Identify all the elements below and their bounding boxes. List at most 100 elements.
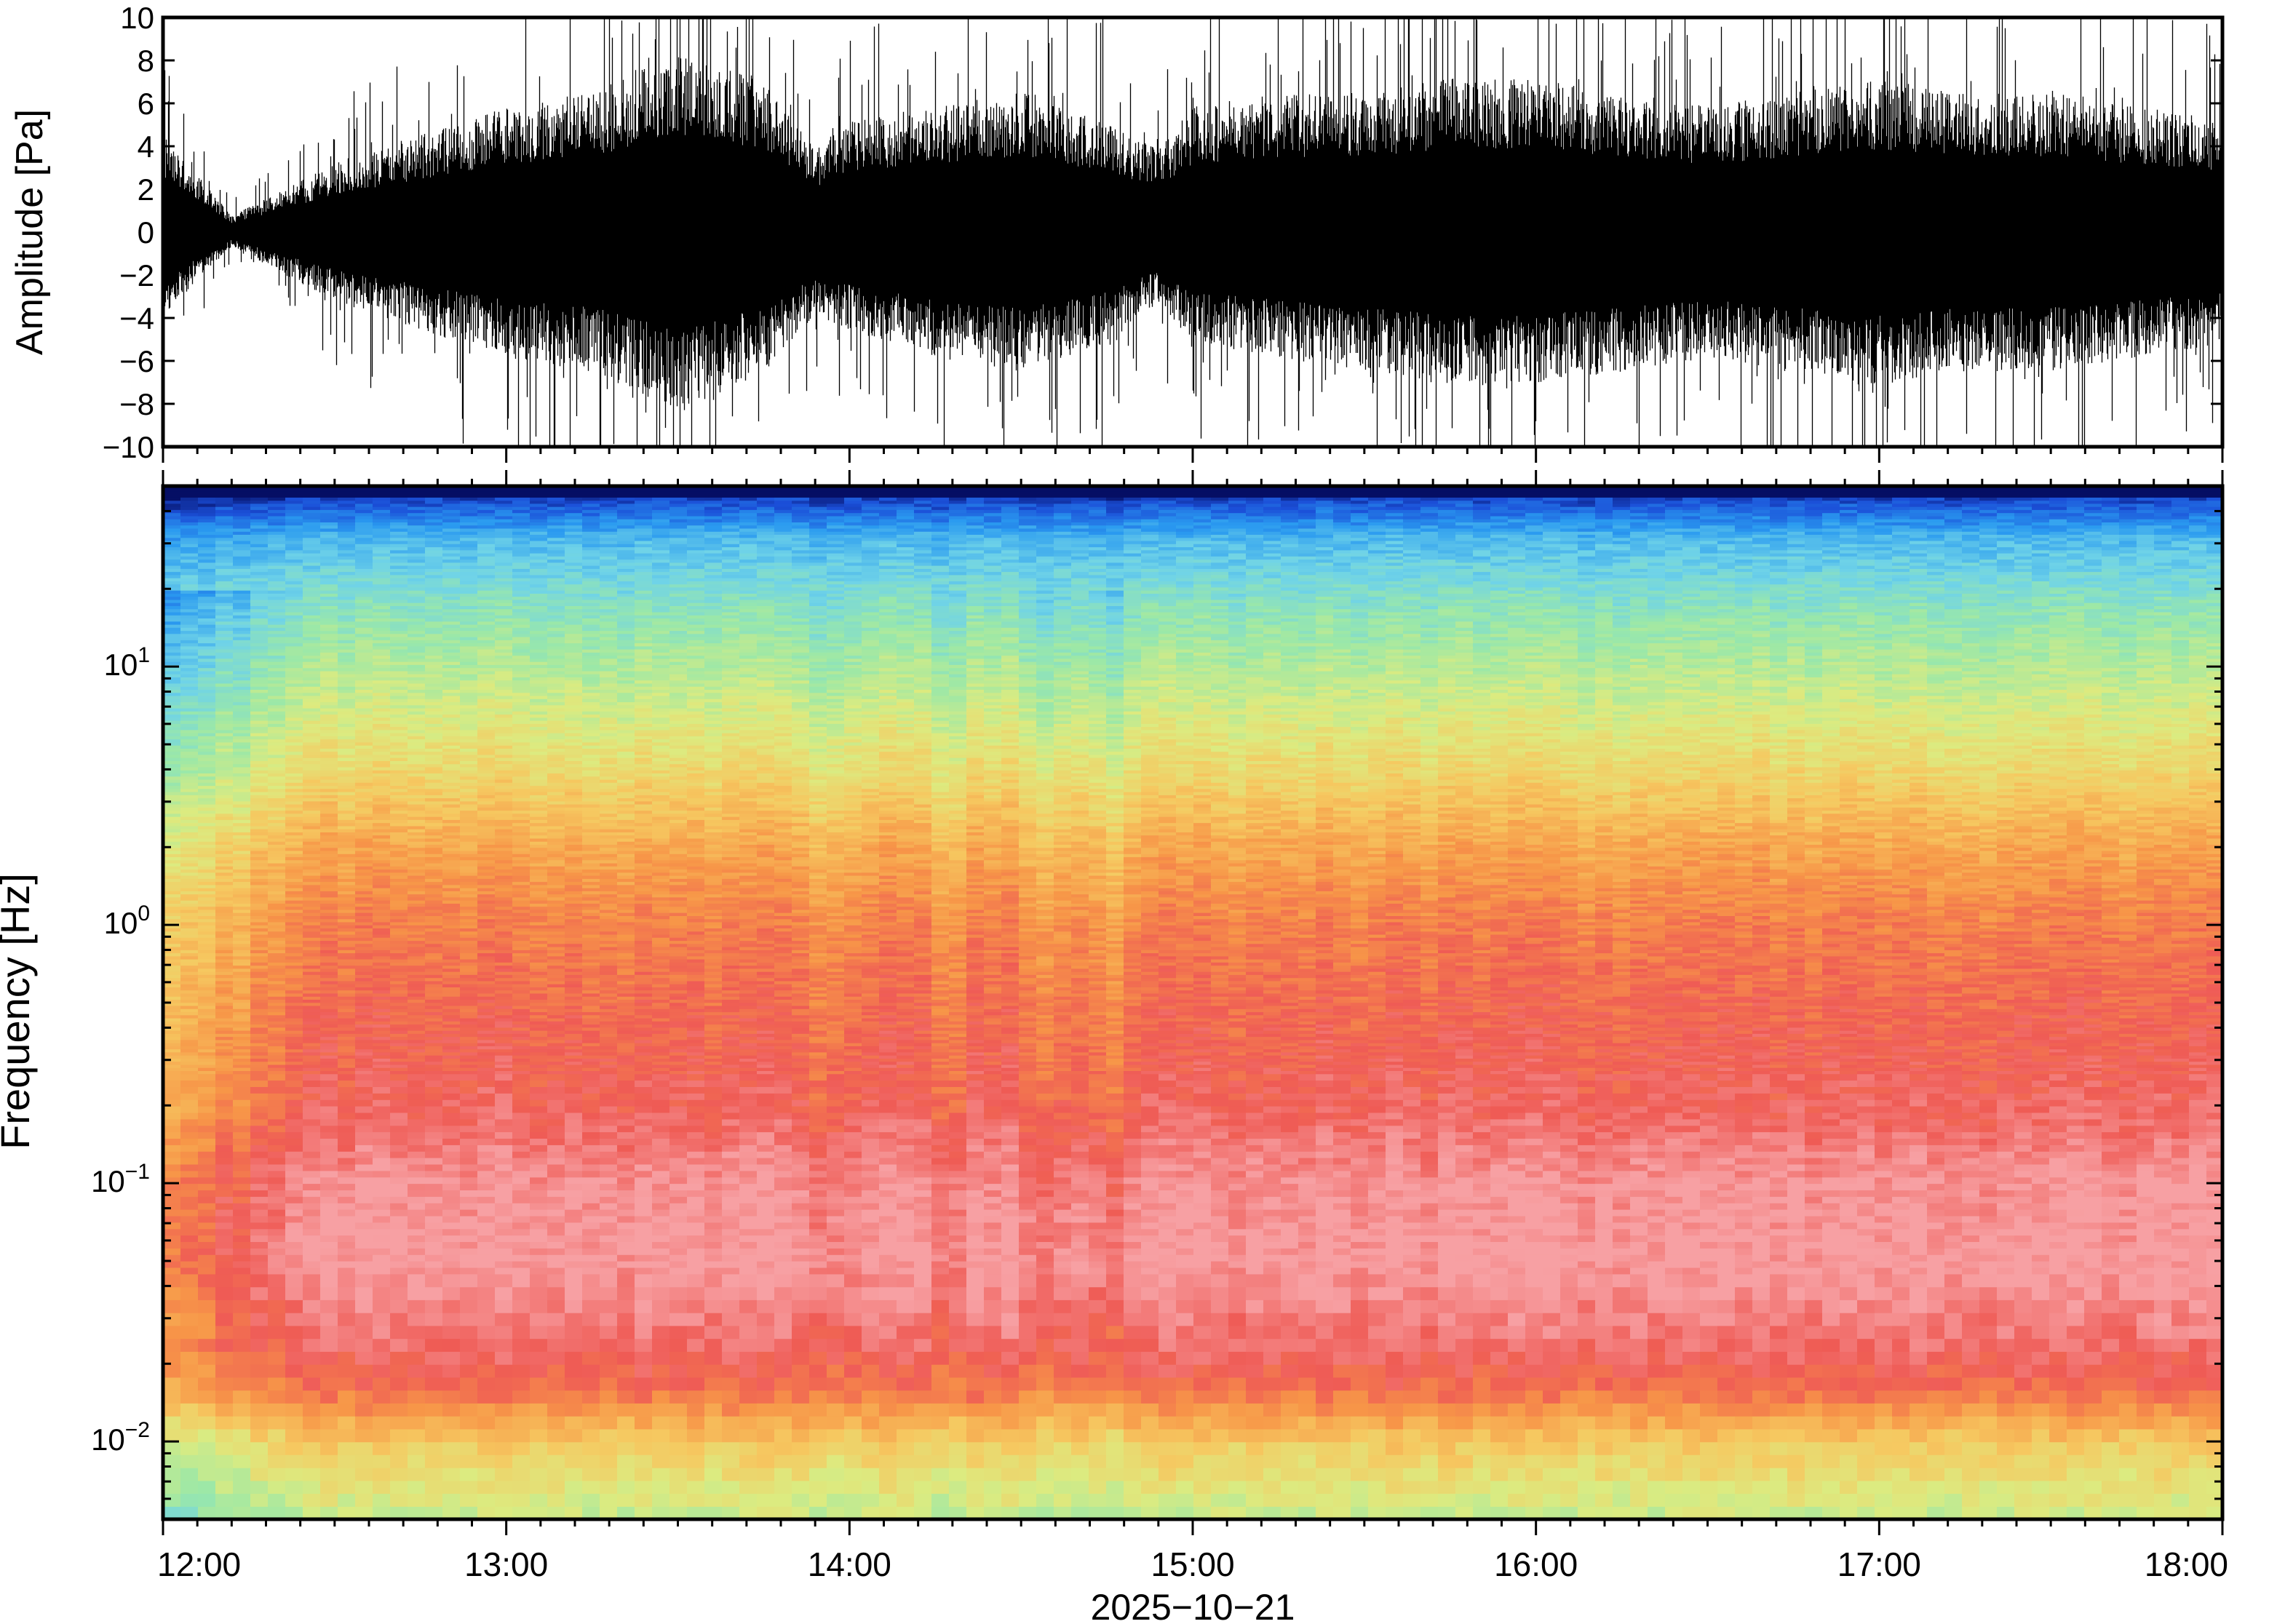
spectrogram-cell xyxy=(215,1024,234,1028)
spectrogram-cell xyxy=(268,1442,286,1455)
spectrogram-cell xyxy=(163,1171,181,1178)
spectrogram-cell xyxy=(320,1351,338,1364)
spectrogram-cell xyxy=(390,649,408,653)
spectrogram-cell xyxy=(408,987,426,990)
spectrogram-cell xyxy=(268,1416,286,1429)
spectrogram-cell xyxy=(163,878,181,882)
spectrogram-cell xyxy=(338,1377,356,1390)
spectrogram-cell xyxy=(198,878,216,882)
spectrogram-cell xyxy=(198,1287,216,1300)
spectrogram-cell xyxy=(285,826,303,829)
spectrogram-cell xyxy=(425,1055,443,1059)
spectrogram-cell xyxy=(408,947,426,950)
spectrogram-cell xyxy=(163,1043,181,1046)
spectrogram-cell xyxy=(215,885,234,888)
spectrogram-cell xyxy=(373,1112,391,1120)
spectrogram-cell xyxy=(425,581,443,584)
spectrogram-cell xyxy=(390,600,408,603)
spectrogram-cell xyxy=(163,838,181,842)
spectrogram-cell xyxy=(408,643,426,647)
spectrogram-cell xyxy=(285,637,303,640)
spectrogram-cell xyxy=(320,733,338,736)
spectrogram-cell xyxy=(408,1099,426,1107)
spectrogram-cell xyxy=(250,974,269,978)
spectrogram-cell xyxy=(180,683,199,687)
spectrogram-cell xyxy=(303,813,321,817)
spectrogram-cell xyxy=(250,981,269,984)
spectrogram-cell xyxy=(373,513,391,517)
spectrogram-cell xyxy=(425,652,443,656)
spectrogram-cell xyxy=(250,742,269,746)
spectrogram-cell xyxy=(268,618,286,621)
spectrogram-cell xyxy=(163,634,181,637)
spectrogram-cell xyxy=(250,497,269,501)
spectrogram-cell xyxy=(425,674,443,677)
spectrogram-cell xyxy=(442,1364,461,1377)
spectrogram-cell xyxy=(268,853,286,857)
spectrogram-cell xyxy=(215,875,234,879)
spectrogram-cell xyxy=(198,572,216,576)
spectrogram-cell xyxy=(180,1021,199,1024)
spectrogram-cell xyxy=(303,885,321,888)
spectrogram-cell xyxy=(460,782,478,786)
spectrogram-cell xyxy=(338,894,356,898)
spectrogram-cell xyxy=(495,826,513,829)
spectrogram-cell xyxy=(338,1030,356,1034)
spectrogram-cell xyxy=(460,680,478,684)
spectrogram-cell xyxy=(198,752,216,755)
spectrogram-cell xyxy=(355,912,373,916)
spectrogram-cell xyxy=(355,1132,373,1139)
spectrogram-cells xyxy=(163,486,2225,1520)
spectrogram-cell xyxy=(198,962,216,966)
spectrogram-cell xyxy=(442,562,461,566)
spectrogram-cell xyxy=(250,1003,269,1006)
spectrogram-cell xyxy=(373,928,391,931)
spectrogram-cell xyxy=(460,1203,478,1210)
spectrogram-cell xyxy=(355,627,373,631)
spectrogram-cell xyxy=(163,556,181,560)
spectrogram-cell xyxy=(425,1287,443,1300)
spectrogram-cell xyxy=(442,1064,461,1068)
spectrogram-cell xyxy=(233,950,251,953)
spectrogram-cell xyxy=(268,1261,286,1268)
spectrogram-cell xyxy=(408,609,426,613)
spectrogram-cell xyxy=(512,1203,531,1210)
spectrogram-cell xyxy=(320,701,338,705)
spectrogram-cell xyxy=(425,612,443,616)
spectrogram-cell xyxy=(495,578,513,581)
spectrogram-cell xyxy=(250,674,269,677)
spectrogram-cell xyxy=(215,897,234,901)
spectrogram-cell xyxy=(180,838,199,842)
spectrogram-cell xyxy=(477,872,496,876)
spectrogram-cell xyxy=(425,680,443,684)
spectrogram-cell xyxy=(512,1037,531,1040)
spectrogram-cell xyxy=(180,652,199,656)
spectrogram-cell xyxy=(233,922,251,926)
spectrogram-cell xyxy=(408,1216,426,1223)
spectrogram-cell xyxy=(512,1093,531,1100)
spectrogram-cell xyxy=(355,907,373,910)
spectrogram-cell xyxy=(495,609,513,613)
spectrogram-cell xyxy=(477,999,496,1003)
spectrogram-cell xyxy=(390,785,408,789)
spectrogram-cell xyxy=(250,637,269,640)
spectrogram-cell xyxy=(250,541,269,544)
spectrogram-cell xyxy=(268,1132,286,1139)
spectrogram-cell xyxy=(338,1454,356,1468)
spectrogram-cell xyxy=(460,730,478,733)
spectrogram-cell xyxy=(373,894,391,898)
spectrogram-cell xyxy=(355,501,373,504)
spectrogram-cell xyxy=(268,922,286,926)
spectrogram-cell xyxy=(495,522,513,525)
spectrogram-cell xyxy=(390,528,408,532)
spectrogram-cell xyxy=(180,646,199,650)
spectrogram-cell xyxy=(233,1442,251,1455)
spectrogram-cell xyxy=(250,609,269,613)
spectrogram-cell xyxy=(268,987,286,990)
spectrogram-cell xyxy=(338,689,356,693)
spectrogram-cell xyxy=(320,1171,338,1178)
spectrogram-cell xyxy=(250,1011,269,1015)
spectrogram-cell xyxy=(303,525,321,529)
spectrogram-cell xyxy=(390,1021,408,1024)
spectrogram-cell xyxy=(355,1177,373,1185)
